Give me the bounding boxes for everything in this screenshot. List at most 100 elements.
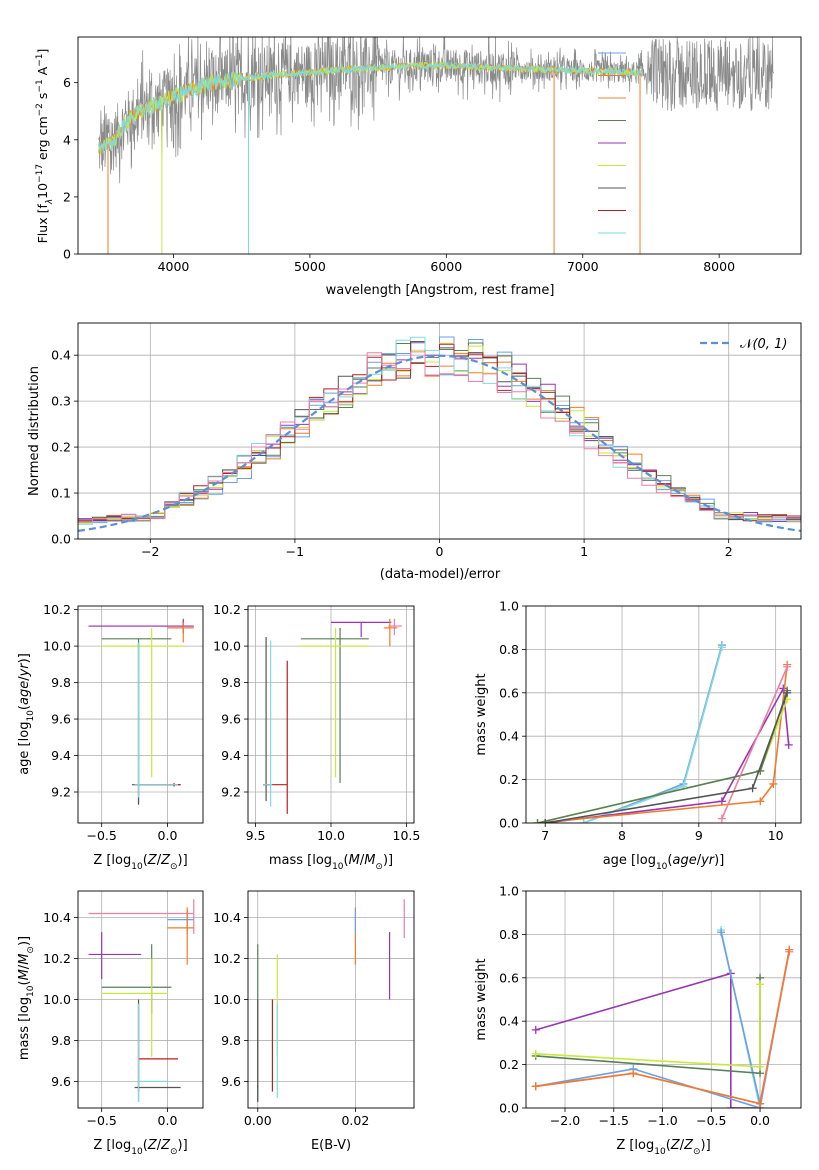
y-tick-label: 0.2 [499,772,519,787]
error-bar-point [101,627,184,778]
panel-age_vs_mass: 9.5 10.0 10.5 9.2 9.4 9.6 9.8 10.0 10.2 mass [log… [213,602,420,872]
mass-weight-marker [756,1062,765,1071]
mass-weight-marker [579,819,588,823]
ticks: 7 8 9 10 0.0 0.2 0.4 0.6 0.8 1.0 [499,599,784,844]
y-tick-label: 9.6 [221,712,241,727]
x-axis-label: Z [log10(Z/Z⊙)] [93,1138,187,1157]
ticks: −0.5 0.0 9.6 9.8 10.0 10.2 10.4 [43,910,177,1128]
y-tick-label: 9.6 [221,1074,241,1089]
legend: 𝒩(0, 1) [700,337,787,352]
x-tick-label: 9.5 [246,828,266,843]
ticks: −2.0 −1.5 −1.0 −0.5 0.0 0.0 0.2 0.4 0.6 0.8 1.0 [499,884,770,1129]
mass-weight-marker [784,740,793,749]
y-tick-label: 10.2 [43,602,71,617]
y-tick-label: 0.6 [499,970,519,985]
error-bar-point [300,627,369,783]
normal-curve-line [78,354,801,532]
error-bar-point [300,627,369,778]
x-tick-label: 8000 [703,259,735,274]
y-tick-label: 0.6 [499,685,519,700]
error-bar-point [88,931,142,980]
legend [598,52,626,234]
plot-area [78,891,203,1108]
x-axis-label: Z [log10(Z/Z⊙)] [616,1138,710,1157]
y-tick-label: 10.2 [213,951,241,966]
ticks: −2 −1 0 1 2 0.0 0.1 0.2 0.3 0.4 [51,348,733,559]
plot-area [98,37,775,254]
mass-weight-marker [756,797,765,806]
mass-weight-marker [531,1025,540,1034]
x-tick-label: 10.0 [317,828,345,843]
mass-weight-line [545,692,788,823]
y-tick-label: 0.1 [51,486,71,501]
mass-weight-marker [629,1069,638,1078]
mass-weight-line [720,932,761,1104]
x-tick-label: 7 [541,828,549,843]
panel-mass_vs_ebv: 0.00 0.02 9.6 9.8 10.0 10.2 10.4 E(B-V) [213,890,415,1153]
x-axis-label: wavelength [Angstrom, rest frame] [326,283,555,298]
y-tick-label: 10.0 [43,992,71,1007]
error-bar-point [101,958,168,1057]
mass-weight-marker [717,797,726,806]
x-tick-label: −1.5 [599,1113,629,1128]
x-tick-label: 0.0 [750,1113,770,1128]
x-tick-label: −1 [286,544,304,559]
y-tick-label: 10.4 [213,910,241,925]
panel-mw_vs_Z: −2.0 −1.5 −1.0 −0.5 0.0 0.0 0.2 0.4 0.6 0.8 1.0 Z [… [474,884,802,1157]
error-bar-point [331,621,392,637]
y-tick-label: 9.8 [51,1033,71,1048]
error-bar-point [88,899,195,934]
y-axis-label: mass weight [474,673,489,755]
y-tick-label: 0.8 [499,642,519,657]
plot-area [78,323,801,539]
x-tick-label: 9 [695,828,703,843]
y-tick-label: 9.8 [51,675,71,690]
y-axis-label: Normed distribution [27,366,42,496]
x-tick-label: 2 [725,544,733,559]
x-tick-label: 0.00 [244,1113,272,1128]
axes-frame [247,605,415,824]
y-tick-label: 10.0 [213,992,241,1007]
mass-weight-line [535,977,761,1075]
x-tick-label: 6000 [430,259,462,274]
x-tick-label: 5000 [294,259,326,274]
error-bar-point [137,1003,168,1102]
y-tick-label: 9.8 [221,675,241,690]
panel-age_vs_Z: −0.5 0.0 9.2 9.4 9.6 9.8 10.0 10.2 Z [log10(Z/Z⊙… [17,602,204,872]
mass-weight-marker [531,1049,540,1058]
error-bar-point [134,642,178,798]
mass-weight-marker [748,784,757,793]
model-spectrum-line [98,61,642,154]
mass-weight-marker [717,928,726,937]
x-tick-label: −0.5 [87,1113,117,1128]
y-tick-label: 0.0 [499,816,519,831]
panel-residuals: −2 −1 0 1 2 0.0 0.1 0.2 0.3 0.4 𝒩(0, 1) (data-model… [27,322,802,582]
y-tick-label: 9.4 [221,748,241,763]
ticks: 0.00 0.02 9.6 9.8 10.0 10.2 10.4 [213,910,369,1128]
axes-frame [525,605,802,824]
legend-label: 𝒩(0, 1) [740,337,787,352]
y-axis-label: Flux [fλ10−17 erg cm−2 s−1 A−1] [35,49,55,244]
x-tick-label: −0.5 [87,828,117,843]
y-tick-label: 4 [63,132,71,147]
y-tick-label: 9.2 [221,785,241,800]
error-bar-point [131,642,181,805]
x-tick-label: 0.0 [158,1113,178,1128]
x-axis-label: mass [log10(M/M⊙)] [269,853,393,872]
y-tick-label: 1.0 [499,884,519,899]
mass-weight-marker [717,643,726,652]
error-bar-point [263,660,288,814]
mass-weight-line [537,664,788,823]
mass-weight-marker [769,779,778,788]
y-tick-label: 1.0 [499,599,519,614]
y-axis-label: age [log10(age/yr)] [17,653,36,775]
x-tick-label: −1.0 [647,1113,677,1128]
mass-weight-marker [531,1082,540,1091]
x-axis-label: (data-model)/error [380,567,501,582]
y-tick-label: 9.8 [221,1033,241,1048]
plot-area [248,606,414,823]
y-tick-label: 10.4 [43,910,71,925]
x-tick-label: 7000 [567,259,599,274]
x-tick-label: 1 [580,544,588,559]
